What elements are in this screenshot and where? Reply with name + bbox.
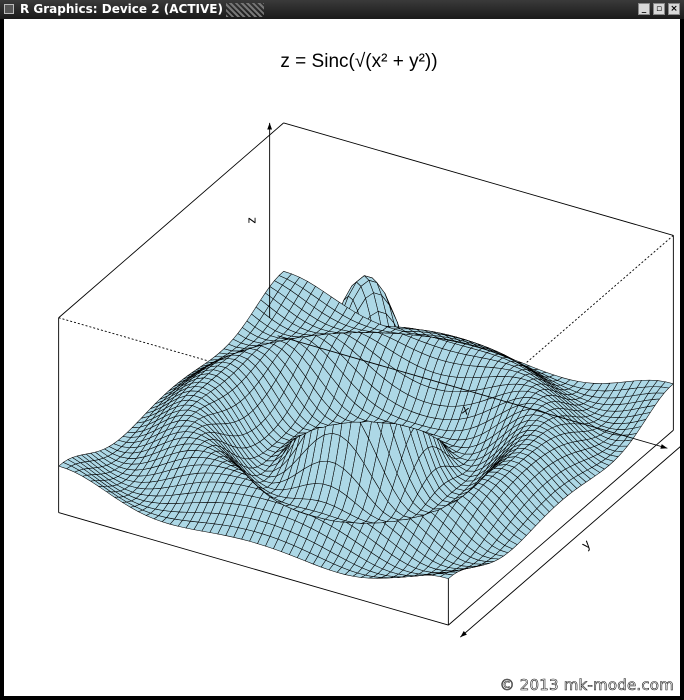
z-axis-arrow-head xyxy=(267,122,273,130)
maximize-button[interactable]: ▫ xyxy=(653,3,665,15)
watermark: © 2013 mk-mode.com xyxy=(499,676,674,695)
y-axis-label: y xyxy=(579,536,594,552)
surface-facet xyxy=(278,271,292,280)
x-axis-arrow-head xyxy=(660,444,668,449)
box-edge xyxy=(448,429,674,626)
box-edge xyxy=(283,122,674,236)
x-axis-arrow xyxy=(277,335,668,449)
surface-plot: z = Sinc(√(x² + y²)) x y z xyxy=(58,51,680,638)
axis-arrows xyxy=(267,122,680,638)
y-axis-arrow xyxy=(460,446,680,638)
surface-mesh xyxy=(58,271,674,579)
window-menu-icon[interactable] xyxy=(4,4,14,14)
chart-title: z = Sinc(√(x² + y²)) xyxy=(280,51,437,72)
close-button[interactable]: × xyxy=(668,3,680,15)
x-axis-label: x xyxy=(461,402,472,418)
box-edge xyxy=(58,512,449,626)
y-axis-arrow-head xyxy=(460,630,467,638)
box-edge xyxy=(58,122,284,319)
box-front-edges xyxy=(58,122,674,319)
titlebar-grip xyxy=(226,3,264,17)
window-title: R Graphics: Device 2 (ACTIVE) xyxy=(20,2,223,16)
plot-canvas: z = Sinc(√(x² + y²)) x y z © 2013 mk-mod… xyxy=(4,19,680,696)
title-bar[interactable]: R Graphics: Device 2 (ACTIVE) _ ▫ × xyxy=(0,0,684,19)
minimize-button[interactable]: _ xyxy=(638,3,650,15)
z-axis-label: z xyxy=(244,217,259,224)
